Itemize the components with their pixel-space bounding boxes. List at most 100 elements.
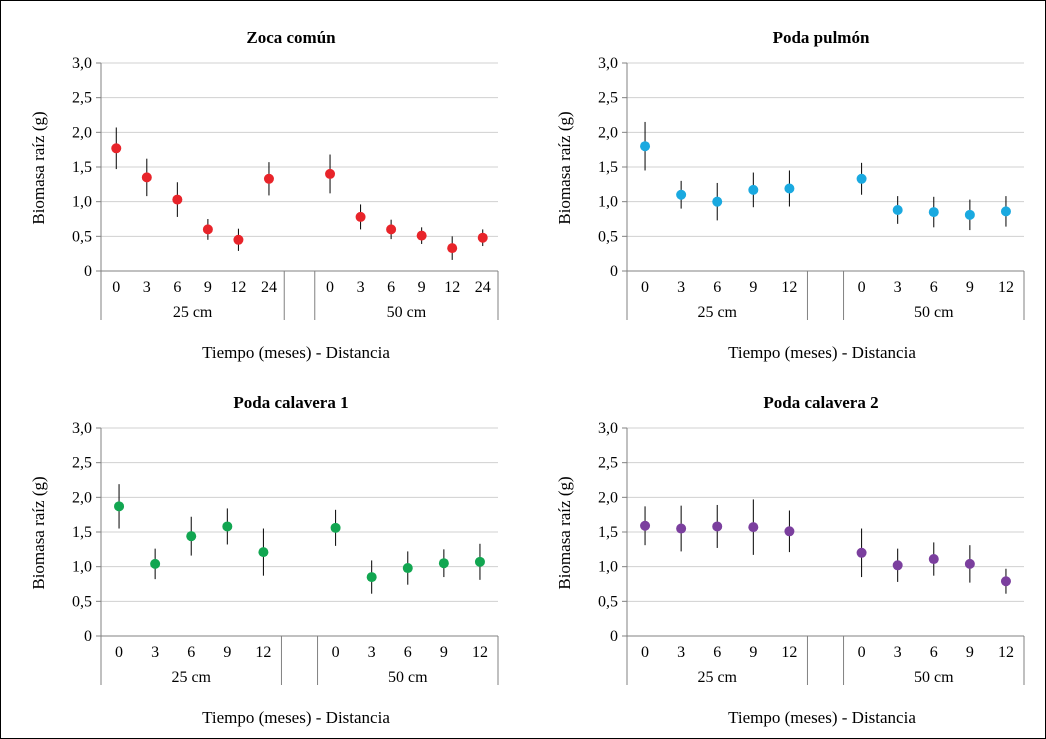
data-point xyxy=(355,211,366,222)
chart-title: Zoca común xyxy=(246,28,336,47)
data-point xyxy=(114,501,125,512)
panel-poda-calavera-2: Poda calavera 2 Tiempo (meses) - Distanc… xyxy=(555,393,1025,727)
x-tick-label: 12 xyxy=(255,644,271,661)
y-tick-label: 2,0 xyxy=(72,489,92,506)
data-point xyxy=(233,234,244,245)
data-point xyxy=(222,521,233,532)
data-point xyxy=(964,558,975,569)
panel-zoca-comun: Zoca común Tiempo (meses) - Distancia Bi… xyxy=(29,28,499,362)
y-tick-label: 0 xyxy=(84,263,92,280)
group-label: 50 cm xyxy=(387,304,427,321)
y-tick-label: 3,0 xyxy=(598,420,618,437)
chart-title: Poda pulmón xyxy=(773,28,870,47)
chart-title: Poda calavera 1 xyxy=(233,393,348,412)
group-label: 25 cm xyxy=(697,669,737,686)
y-tick-label: 1,5 xyxy=(72,159,92,176)
data-point xyxy=(477,232,488,243)
x-tick-label: 3 xyxy=(143,279,151,296)
x-tick-label: 6 xyxy=(387,279,395,296)
y-tick-label: 0,5 xyxy=(72,228,92,245)
y-tick-label: 0 xyxy=(84,628,92,645)
y-tick-label: 2,0 xyxy=(598,489,618,506)
x-tick-label: 9 xyxy=(749,644,757,661)
y-tick-label: 0 xyxy=(610,263,618,280)
x-tick-label: 24 xyxy=(261,279,277,296)
data-point xyxy=(676,189,687,200)
x-tick-label: 3 xyxy=(368,644,376,661)
x-tick-label: 6 xyxy=(713,644,721,661)
x-tick-label: 3 xyxy=(894,279,902,296)
x-tick-label: 12 xyxy=(781,644,797,661)
x-tick-label: 0 xyxy=(858,644,866,661)
y-tick-label: 2,5 xyxy=(72,90,92,107)
x-tick-label: 6 xyxy=(930,644,938,661)
x-tick-label: 3 xyxy=(894,644,902,661)
y-tick-label: 3,0 xyxy=(598,55,618,72)
y-tick-label: 1,0 xyxy=(598,559,618,576)
x-tick-label: 0 xyxy=(641,279,649,296)
x-tick-label: 9 xyxy=(204,279,212,296)
x-tick-label: 0 xyxy=(332,644,340,661)
plot-area: 3,0 2,5 2,0 1,5 1,0 0,5 0 25 cm 0 3 6 9 12 50 cm 0 3 6 9 1… xyxy=(598,420,1025,686)
data-point xyxy=(676,523,687,534)
data-point xyxy=(202,224,213,235)
x-tick-label: 0 xyxy=(112,279,120,296)
data-point xyxy=(892,204,903,215)
data-point xyxy=(258,547,269,558)
y-tick-label: 1,0 xyxy=(72,559,92,576)
data-point xyxy=(640,141,651,152)
data-point xyxy=(784,183,795,194)
y-tick-label: 3,0 xyxy=(72,420,92,437)
y-axis-label: Biomasa raíz (g) xyxy=(29,476,48,589)
x-tick-label: 0 xyxy=(858,279,866,296)
x-tick-label: 9 xyxy=(966,644,974,661)
data-point xyxy=(366,572,377,583)
x-tick-label: 9 xyxy=(749,279,757,296)
data-point xyxy=(325,168,336,179)
data-point xyxy=(712,196,723,207)
data-point xyxy=(172,194,183,205)
data-point xyxy=(263,173,274,184)
x-tick-label: 6 xyxy=(404,644,412,661)
data-point xyxy=(416,230,427,241)
y-tick-label: 1,5 xyxy=(598,159,618,176)
data-point xyxy=(186,531,197,542)
y-tick-label: 2,0 xyxy=(598,124,618,141)
y-tick-label: 1,5 xyxy=(72,524,92,541)
x-axis-label: Tiempo (meses) - Distancia xyxy=(728,708,916,727)
data-point xyxy=(386,224,397,235)
y-tick-label: 2,5 xyxy=(598,455,618,472)
x-tick-label: 6 xyxy=(713,279,721,296)
y-axis-label: Biomasa raíz (g) xyxy=(555,476,574,589)
group-label: 50 cm xyxy=(388,669,428,686)
x-tick-label: 6 xyxy=(187,644,195,661)
x-tick-label: 12 xyxy=(444,279,460,296)
panel-poda-pulmon: Poda pulmón Tiempo (meses) - Distancia B… xyxy=(555,28,1025,362)
x-tick-label: 0 xyxy=(326,279,334,296)
data-point xyxy=(111,143,122,154)
chart-title: Poda calavera 2 xyxy=(763,393,878,412)
y-axis-label: Biomasa raíz (g) xyxy=(555,111,574,224)
plot-area: 3,0 2,5 2,0 1,5 1,0 0,5 0 25 cm 0 3 6 9 12 50 cm 0 3 6 9 1… xyxy=(598,55,1025,321)
x-tick-label: 12 xyxy=(230,279,246,296)
group-label: 25 cm xyxy=(173,304,213,321)
data-point xyxy=(748,184,759,195)
group-label: 50 cm xyxy=(914,669,954,686)
x-tick-label: 12 xyxy=(998,279,1014,296)
y-tick-label: 0,5 xyxy=(598,593,618,610)
x-tick-label: 12 xyxy=(472,644,488,661)
data-point xyxy=(402,563,413,574)
y-tick-label: 2,5 xyxy=(72,455,92,472)
data-point xyxy=(892,560,903,571)
x-tick-label: 3 xyxy=(151,644,159,661)
data-point xyxy=(856,173,867,184)
y-axis-label: Biomasa raíz (g) xyxy=(29,111,48,224)
x-axis-label: Tiempo (meses) - Distancia xyxy=(202,708,390,727)
group-label: 50 cm xyxy=(914,304,954,321)
x-tick-label: 0 xyxy=(641,644,649,661)
data-point xyxy=(141,172,152,183)
x-tick-label: 3 xyxy=(677,279,685,296)
data-point xyxy=(784,526,795,537)
